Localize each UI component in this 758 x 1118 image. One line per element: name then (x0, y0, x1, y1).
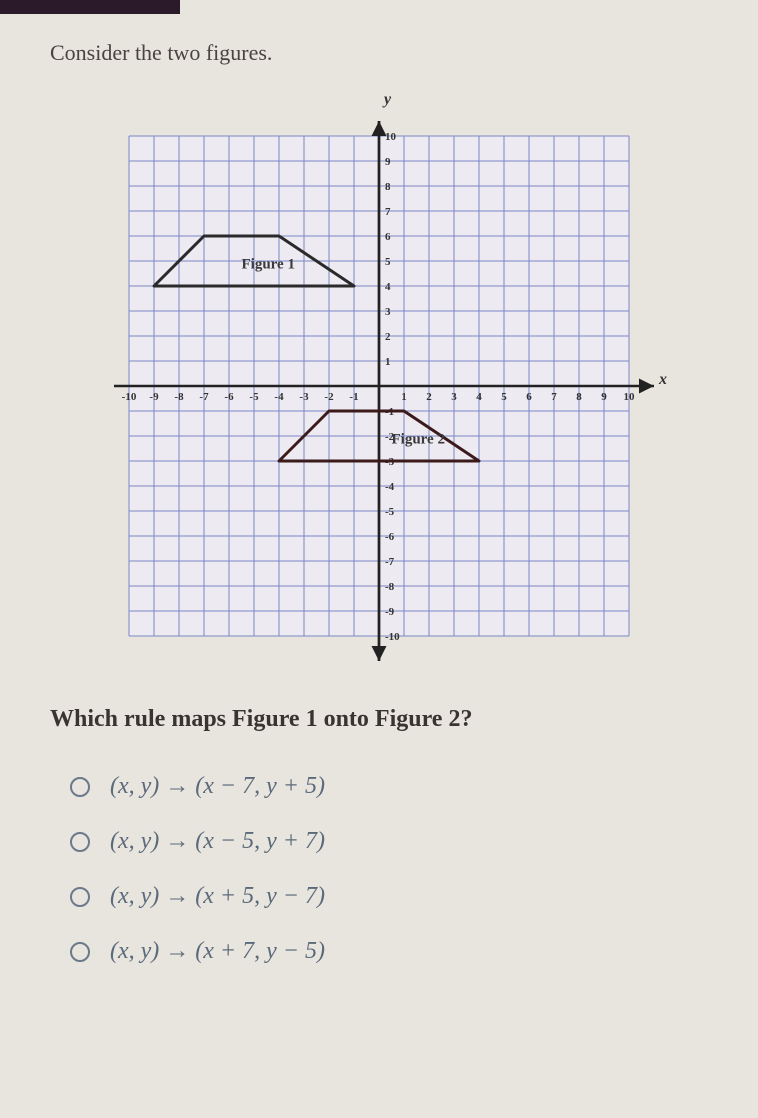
svg-text:7: 7 (385, 206, 391, 218)
radio-icon (70, 942, 90, 962)
svg-text:-6: -6 (224, 391, 234, 403)
svg-text:8: 8 (385, 181, 391, 193)
option-label: (x, y) → (x + 7, y − 5) (110, 938, 325, 965)
svg-text:9: 9 (601, 391, 607, 403)
svg-text:6: 6 (526, 391, 532, 403)
svg-text:-1: -1 (349, 391, 358, 403)
svg-text:5: 5 (501, 391, 507, 403)
svg-text:-10: -10 (385, 631, 400, 643)
svg-text:-9: -9 (149, 391, 159, 403)
answer-options: (x, y) → (x − 7, y + 5) (x, y) → (x − 5,… (50, 773, 708, 965)
svg-text:-8: -8 (174, 391, 184, 403)
graph-svg: -10 -9 -8 -7 -6 -5 -4 -3 -2 -1 1 2 3 4 5 6 7 8 9 10 -10 -9 -8 -… (89, 96, 669, 676)
svg-text:-10: -10 (122, 391, 137, 403)
svg-text:-5: -5 (249, 391, 259, 403)
question-text: Which rule maps Figure 1 onto Figure 2? (50, 706, 708, 733)
svg-text:-9: -9 (385, 606, 395, 618)
svg-text:-4: -4 (274, 391, 284, 403)
prompt-text: Consider the two figures. (50, 40, 708, 66)
coordinate-graph: -10 -9 -8 -7 -6 -5 -4 -3 -2 -1 1 2 3 4 5 6 7 8 9 10 -10 -9 -8 -… (89, 96, 669, 676)
radio-icon (70, 832, 90, 852)
svg-text:-6: -6 (385, 531, 395, 543)
option-b[interactable]: (x, y) → (x − 5, y + 7) (70, 828, 708, 855)
option-label: (x, y) → (x − 7, y + 5) (110, 773, 325, 800)
svg-text:5: 5 (385, 256, 391, 268)
svg-text:1: 1 (385, 356, 391, 368)
svg-text:2: 2 (385, 331, 391, 343)
option-a[interactable]: (x, y) → (x − 7, y + 5) (70, 773, 708, 800)
svg-text:-4: -4 (385, 481, 395, 493)
svg-text:9: 9 (385, 156, 391, 168)
svg-text:Figure 2: Figure 2 (392, 432, 445, 448)
option-d[interactable]: (x, y) → (x + 7, y − 5) (70, 938, 708, 965)
y-axis-label: y (384, 91, 391, 109)
radio-icon (70, 777, 90, 797)
svg-text:-8: -8 (385, 581, 395, 593)
svg-text:8: 8 (576, 391, 582, 403)
svg-text:-3: -3 (299, 391, 309, 403)
radio-icon (70, 887, 90, 907)
svg-text:4: 4 (476, 391, 482, 403)
page-content: Consider the two figures. -10-9-8-7-6-5-… (0, 0, 758, 1033)
svg-text:1: 1 (401, 391, 407, 403)
svg-text:Figure 1: Figure 1 (242, 257, 295, 273)
svg-text:-2: -2 (324, 391, 334, 403)
svg-text:-7: -7 (199, 391, 209, 403)
header-fragment (0, 0, 180, 14)
option-c[interactable]: (x, y) → (x + 5, y − 7) (70, 883, 708, 910)
svg-text:-5: -5 (385, 506, 395, 518)
option-label: (x, y) → (x + 5, y − 7) (110, 883, 325, 910)
svg-text:2: 2 (426, 391, 432, 403)
option-label: (x, y) → (x − 5, y + 7) (110, 828, 325, 855)
svg-text:4: 4 (385, 281, 391, 293)
svg-text:3: 3 (451, 391, 457, 403)
svg-text:10: 10 (624, 391, 636, 403)
svg-text:3: 3 (385, 306, 391, 318)
svg-text:6: 6 (385, 231, 391, 243)
svg-text:7: 7 (551, 391, 557, 403)
svg-text:10: 10 (385, 131, 397, 143)
x-axis-label: x (659, 371, 667, 389)
svg-text:-7: -7 (385, 556, 395, 568)
